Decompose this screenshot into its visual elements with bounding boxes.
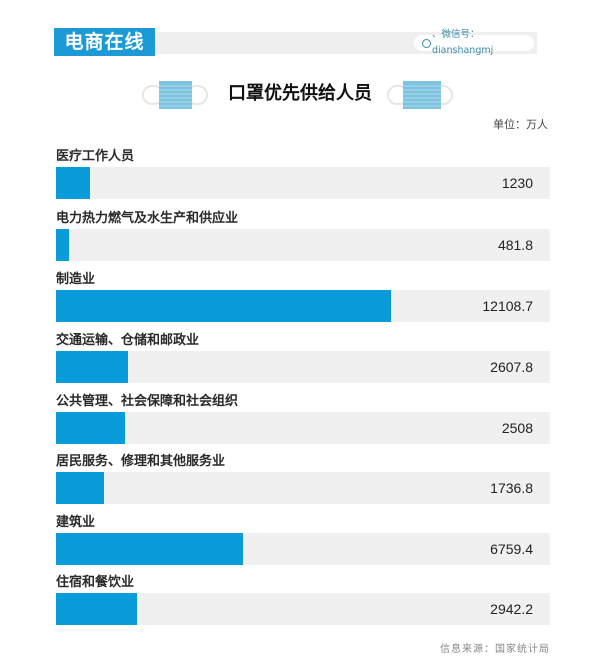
value-label: 481.8 [497, 237, 533, 253]
category-label: 公共管理、社会保障和社会组织 [56, 394, 239, 409]
unit-label: 单位：万人 [493, 118, 548, 131]
bar [56, 412, 125, 444]
bar-track: 2607.8 [56, 351, 550, 383]
bar [56, 533, 243, 565]
value-label: 1736.8 [490, 480, 533, 496]
brand-logo: 电商在线 [54, 28, 155, 56]
bar [56, 472, 104, 504]
category-label: 电力热力燃气及水生产和供应业 [56, 211, 239, 226]
bar [56, 229, 69, 261]
bar [56, 290, 391, 322]
value-label: 1230 [501, 175, 533, 191]
bar-track: 1230 [56, 167, 550, 199]
bar-track: 481.8 [56, 229, 550, 261]
bar-track: 2942.2 [56, 593, 550, 625]
value-label: 2508 [501, 420, 533, 436]
category-label: 制造业 [56, 272, 96, 287]
bar-track: 12108.7 [56, 290, 550, 322]
bar [56, 593, 137, 625]
category-label: 医疗工作人员 [56, 149, 135, 164]
bar-track: 1736.8 [56, 472, 550, 504]
category-label: 建筑业 [56, 515, 96, 530]
value-label: 2607.8 [490, 359, 533, 375]
face-mask-icon [142, 81, 208, 109]
face-mask-icon [387, 81, 453, 109]
category-label: 交通运输、仓储和邮政业 [56, 333, 200, 348]
wechat-badge: 、微信号：dianshangmj [414, 29, 534, 56]
category-label: 住宿和餐饮业 [56, 575, 135, 590]
value-label: 12108.7 [482, 298, 533, 314]
bar [56, 167, 90, 199]
wechat-circle-icon [422, 38, 431, 48]
bar-track: 6759.4 [56, 533, 550, 565]
value-label: 2942.2 [490, 601, 533, 617]
wechat-label: 、微信号：dianshangmj [432, 29, 494, 56]
chart-title: 口罩优先供给人员 [228, 83, 372, 104]
source-label: 信息来源：国家统计局 [440, 644, 550, 655]
bar [56, 351, 128, 383]
value-label: 6759.4 [490, 541, 533, 557]
bar-track: 2508 [56, 412, 550, 444]
category-label: 居民服务、修理和其他服务业 [56, 454, 226, 469]
